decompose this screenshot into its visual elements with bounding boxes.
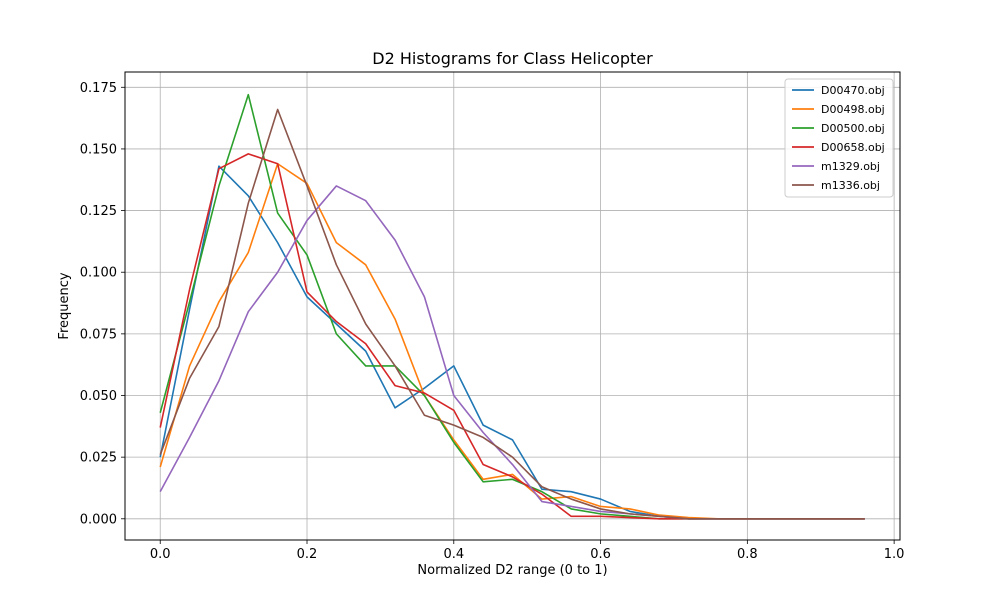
y-tick-label: 0.125 <box>80 204 117 219</box>
legend-label: m1329.obj <box>821 160 880 173</box>
x-tick-label: 0.2 <box>297 547 318 562</box>
legend-label: D00498.obj <box>821 103 885 116</box>
chart-title: D2 Histograms for Class Helicopter <box>372 49 653 68</box>
legend-label: D00500.obj <box>821 122 885 135</box>
x-tick-label: 0.6 <box>590 547 611 562</box>
x-axis-label: Normalized D2 range (0 to 1) <box>417 563 607 578</box>
legend: D00470.obj D00498.obj D00500.obj D00658.obj… <box>784 78 894 198</box>
series-line-m1336-obj <box>159 108 865 520</box>
y-tick-label: 0.100 <box>80 266 117 281</box>
legend-label: D00658.obj <box>821 141 885 154</box>
grid <box>125 72 900 540</box>
y-axis-label: Frequency <box>57 272 72 339</box>
y-tick-label: 0.075 <box>80 327 117 342</box>
legend-label: m1336.obj <box>821 179 880 192</box>
y-axis-ticks: 0.000 0.025 0.050 0.075 0.100 0.125 0.150 0.175 <box>80 81 125 527</box>
plot-frame <box>124 71 901 541</box>
x-axis-ticks: 0.0 0.2 0.4 0.6 0.8 1.0 <box>150 540 905 562</box>
y-tick-label: 0.000 <box>80 512 117 527</box>
y-tick-label: 0.050 <box>80 389 117 404</box>
x-tick-label: 0.0 <box>150 547 171 562</box>
y-tick-label: 0.025 <box>80 451 117 466</box>
x-tick-label: 0.4 <box>443 547 464 562</box>
series-lines <box>159 93 865 520</box>
x-tick-label: 1.0 <box>884 547 905 562</box>
legend-label: D00470.obj <box>821 84 885 97</box>
x-tick-label: 0.8 <box>737 547 758 562</box>
y-tick-label: 0.175 <box>80 81 117 96</box>
y-tick-label: 0.150 <box>80 142 117 157</box>
